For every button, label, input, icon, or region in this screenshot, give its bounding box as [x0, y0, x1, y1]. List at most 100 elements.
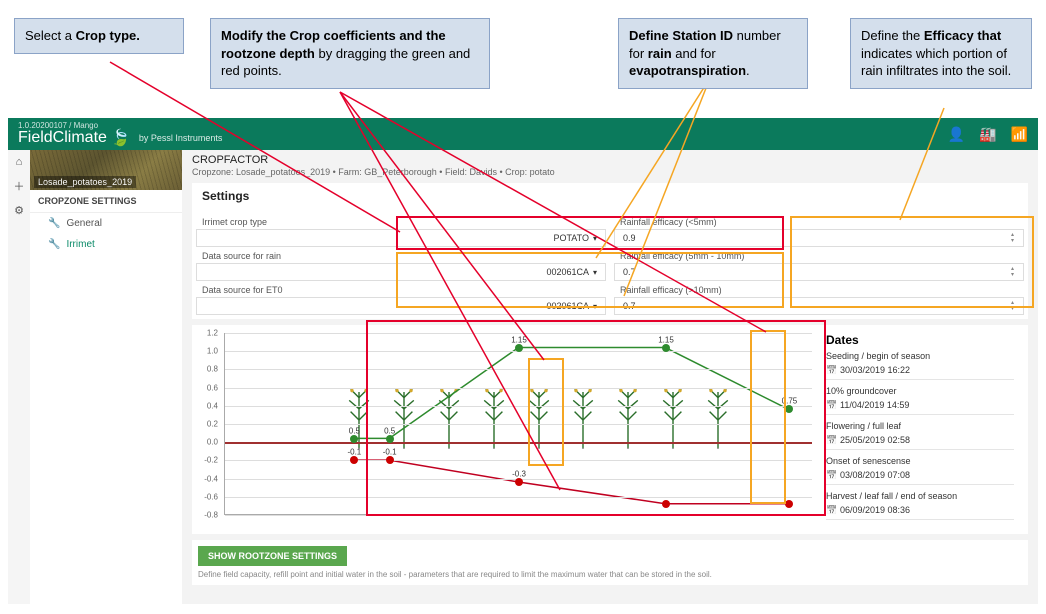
callout-efficacy: Define the Efficacy that indicates which…: [850, 18, 1032, 89]
rootzone-hint: Define field capacity, refill point and …: [198, 570, 1022, 579]
spinner-icon[interactable]: ▴▾: [1011, 264, 1021, 280]
crop-coefficient-chart[interactable]: 1.21.00.80.60.40.20.0-0.2-0.4-0.6-0.8 0.…: [196, 329, 816, 519]
y-tick: -0.4: [196, 474, 218, 483]
et0-source-select[interactable]: 002061CA ▾: [196, 297, 606, 315]
red-point[interactable]: [515, 478, 523, 486]
leaf-icon: 🍃: [111, 128, 131, 148]
rain-source-select[interactable]: 002061CA▾: [196, 263, 606, 281]
chart-plot-area[interactable]: 0.5 0.5 1.15 1.15 0.75 -0.1 -0.1 -0.3: [224, 333, 812, 515]
red-point[interactable]: [785, 500, 793, 508]
chevron-down-icon: ▾: [593, 234, 597, 243]
wrench-icon: 🔧: [48, 239, 60, 250]
wrench-icon: 🔧: [48, 218, 60, 229]
date-value[interactable]: 25/05/2019 02:58: [826, 433, 1014, 450]
efficacy3-label: Rainfall efficacy (>10mm): [614, 283, 1024, 295]
efficacy3-input[interactable]: 0.7 ▴▾: [614, 297, 1024, 315]
date-label: Harvest / leaf fall / end of season: [826, 491, 1014, 501]
brand-name: FieldClimate: [18, 129, 107, 147]
y-tick: -0.2: [196, 456, 218, 465]
breadcrumb-path: Cropzone: Losade_potatoes_2019 • Farm: G…: [192, 167, 555, 177]
sidebar-item-label: Irrimet: [66, 239, 94, 250]
rain-source-label: Data source for rain: [196, 249, 606, 261]
date-label: Seeding / begin of season: [826, 351, 1014, 361]
app-header: 1.0.20200107 / Mango FieldClimate 🍃 by P…: [8, 118, 1038, 150]
date-value[interactable]: 03/08/2019 07:08: [826, 468, 1014, 485]
et0-source-value: 002061CA: [546, 301, 589, 311]
point-label: 0.75: [782, 397, 798, 406]
point-label: 0.5: [384, 426, 395, 435]
sidebar-section-header: CROPZONE SETTINGS: [30, 190, 182, 213]
version-label: 1.0.20200107 / Mango: [18, 121, 222, 130]
field-name-label: Losade_potatoes_2019: [34, 176, 136, 188]
main-panel: CROPFACTOR Cropzone: Losade_potatoes_201…: [182, 150, 1038, 604]
plus-icon[interactable]: ＋: [14, 178, 25, 194]
date-value[interactable]: 11/04/2019 14:59: [826, 398, 1014, 415]
left-nav-strip: ⌂ ＋ ⚙: [8, 150, 30, 604]
signal-icon[interactable]: 📶: [1011, 126, 1028, 143]
green-point[interactable]: [662, 344, 670, 352]
spinner-icon[interactable]: ▴▾: [1011, 298, 1021, 314]
crop-type-label: Irrimet crop type: [196, 215, 606, 227]
show-rootzone-button[interactable]: SHOW ROOTZONE SETTINGS: [198, 546, 347, 566]
spinner-icon[interactable]: ▴▾: [1011, 230, 1021, 246]
rootzone-row: SHOW ROOTZONE SETTINGS Define field capa…: [192, 540, 1028, 585]
point-label: -0.1: [347, 448, 361, 457]
red-point[interactable]: [350, 456, 358, 464]
gear-icon[interactable]: ⚙: [14, 204, 24, 217]
et0-source-label: Data source for ET0: [196, 283, 606, 295]
point-label: 1.15: [511, 335, 527, 344]
sidebar-item-label: General: [66, 218, 102, 229]
point-label: 1.15: [658, 335, 674, 344]
date-value[interactable]: 30/03/2019 16:22: [826, 363, 1014, 380]
efficacy3-value: 0.7: [623, 301, 636, 311]
chart-row: 1.21.00.80.60.40.20.0-0.2-0.4-0.6-0.8 0.…: [192, 325, 1028, 534]
field-thumbnail[interactable]: Losade_potatoes_2019: [30, 150, 182, 190]
sidebar-item-general[interactable]: 🔧 General: [30, 213, 182, 234]
green-point[interactable]: [785, 405, 793, 413]
point-label: 0.5: [349, 426, 360, 435]
page-title: CROPFACTOR: [192, 154, 1028, 166]
dates-heading: Dates: [826, 333, 1014, 347]
home-icon[interactable]: ⌂: [16, 156, 23, 168]
callout-station-id: Define Station ID number for rain and fo…: [618, 18, 808, 89]
efficacy1-input[interactable]: 0.9 ▴▾: [614, 229, 1024, 247]
brand-subtitle: by Pessl Instruments: [139, 133, 223, 143]
y-tick: 1.2: [196, 329, 218, 338]
efficacy2-value: 0.7: [623, 267, 636, 277]
sidebar: Losade_potatoes_2019 CROPZONE SETTINGS 🔧…: [30, 150, 182, 604]
y-tick: 0.8: [196, 365, 218, 374]
point-label: -0.1: [383, 448, 397, 457]
red-point[interactable]: [386, 456, 394, 464]
settings-right-column: Rainfall efficacy (<5mm) 0.9▴▾ Rainfall …: [614, 215, 1024, 315]
y-tick: 0.6: [196, 383, 218, 392]
dates-panel: Dates Seeding / begin of season 30/03/201…: [816, 329, 1024, 530]
date-label: Flowering / full leaf: [826, 421, 1014, 431]
efficacy2-input[interactable]: 0.7 ▴▾: [614, 263, 1024, 281]
y-tick: 0.0: [196, 438, 218, 447]
efficacy2-label: Rainfall efficacy (5mm - 10mm): [614, 249, 1024, 261]
sidebar-item-irrimet[interactable]: 🔧 Irrimet: [30, 234, 182, 255]
breadcrumb: CROPFACTOR Cropzone: Losade_potatoes_201…: [182, 150, 1038, 179]
date-label: Onset of senescense: [826, 456, 1014, 466]
y-tick: 0.4: [196, 401, 218, 410]
settings-grid: Irrimet crop type POTATO ▾ Data source fo…: [192, 209, 1028, 319]
green-point[interactable]: [350, 435, 358, 443]
green-point[interactable]: [515, 344, 523, 352]
red-point[interactable]: [662, 500, 670, 508]
date-value[interactable]: 06/09/2019 08:36: [826, 503, 1014, 520]
chart-y-axis: 1.21.00.80.60.40.20.0-0.2-0.4-0.6-0.8: [196, 329, 222, 519]
user-icon[interactable]: 👤: [948, 126, 965, 143]
y-tick: 0.2: [196, 420, 218, 429]
callout-crop-type: Select a Crop type.: [14, 18, 184, 54]
crop-type-select[interactable]: POTATO ▾: [196, 229, 606, 247]
y-tick: 1.0: [196, 347, 218, 356]
settings-left-column: Irrimet crop type POTATO ▾ Data source fo…: [196, 215, 606, 315]
chevron-down-icon: ▾: [593, 302, 597, 311]
date-label: 10% groundcover: [826, 386, 1014, 396]
green-point[interactable]: [386, 435, 394, 443]
crop-type-value: POTATO: [553, 233, 589, 243]
efficacy1-value: 0.9: [623, 233, 636, 243]
y-tick: -0.6: [196, 492, 218, 501]
point-label: -0.3: [512, 470, 526, 479]
factory-icon[interactable]: 🏭: [979, 126, 996, 143]
